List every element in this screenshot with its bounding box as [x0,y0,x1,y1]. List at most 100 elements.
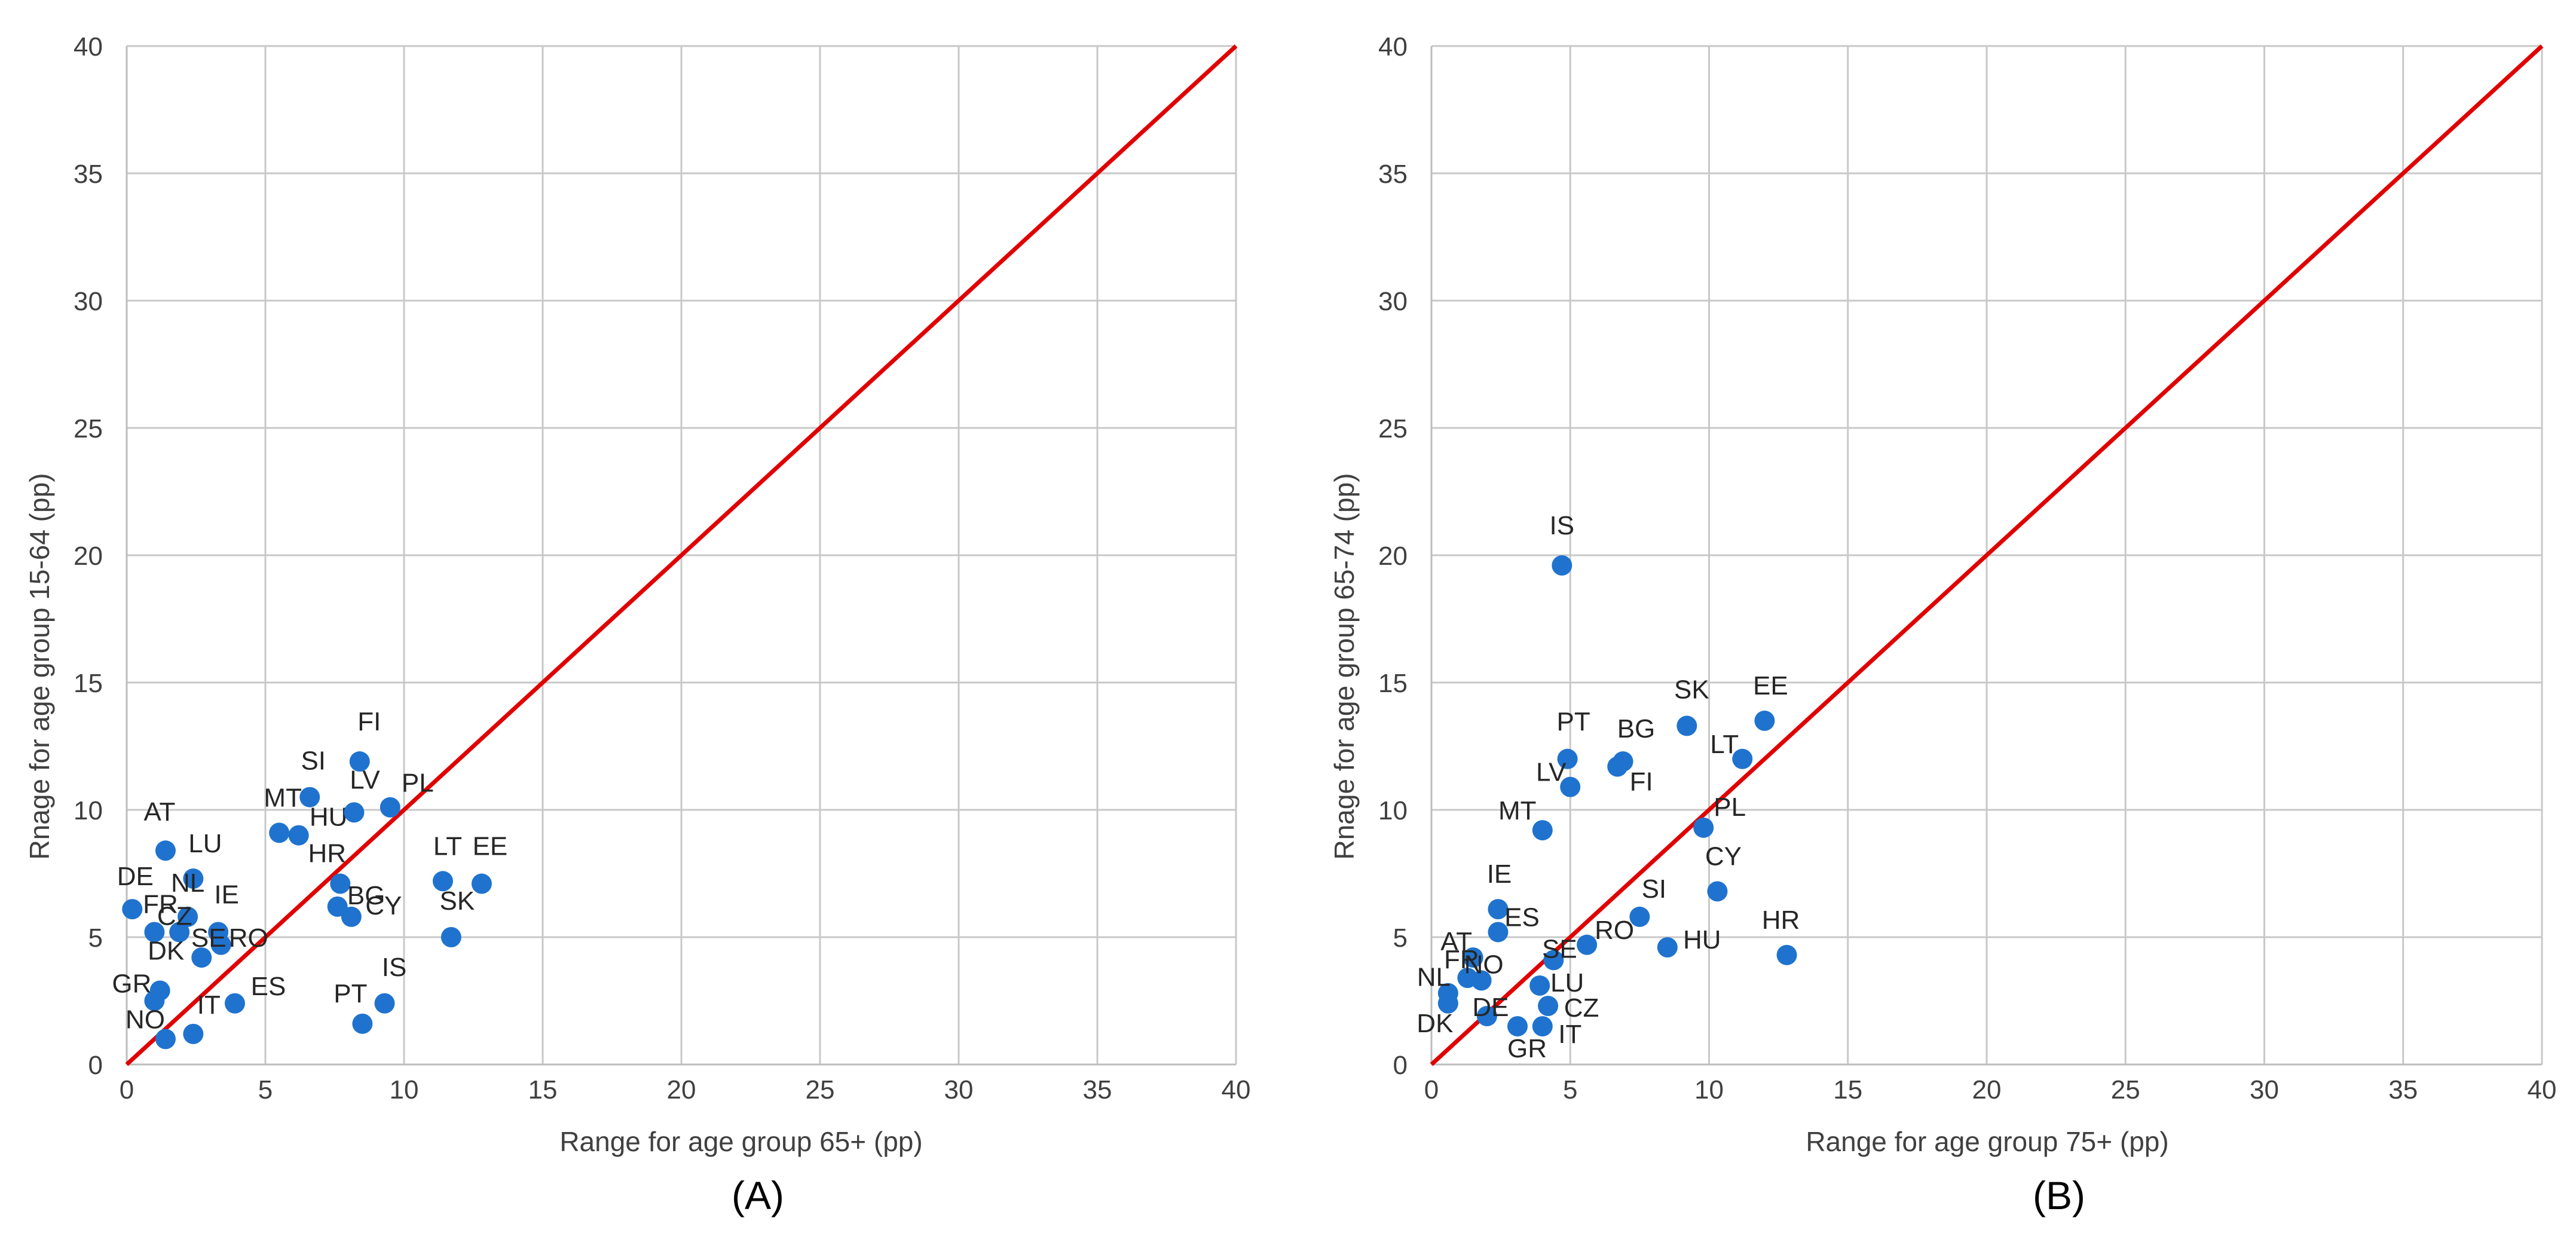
x-axis-title-b: Range for age group 75+ (pp) [1806,1126,2168,1157]
y-tick-label: 0 [88,1051,103,1080]
point-label-gr: GR [112,969,151,999]
x-tick-label: 15 [1833,1075,1862,1105]
data-point-ee [1754,710,1775,731]
data-point-cz [169,922,190,943]
point-label-cy: CY [365,891,402,920]
y-tick-label: 40 [1378,32,1408,62]
data-point-it [183,1023,204,1044]
y-tick-label: 15 [1378,669,1408,698]
x-tick-label: 15 [528,1075,558,1105]
point-label-se: SE [191,923,227,953]
point-label-at: AT [143,797,175,827]
data-point-dk [1437,993,1458,1014]
x-tick-label: 35 [1083,1075,1112,1105]
point-label-mt: MT [264,783,302,812]
point-label-si: SI [1642,874,1667,904]
point-label-at: AT [1440,927,1472,956]
data-point-fi [1607,756,1628,777]
point-label-hr: HR [308,839,346,868]
data-point-is [1552,555,1572,576]
point-label-fi: FI [357,707,381,736]
y-tick-label: 5 [1393,923,1408,953]
point-label-it: IT [1558,1020,1581,1049]
point-label-lt: LT [433,831,462,861]
y-tick-label: 10 [1378,796,1408,825]
x-axis-title-a: Range for age group 65+ (pp) [559,1126,922,1157]
x-tick-label: 0 [120,1075,134,1105]
point-label-no: NO [126,1005,165,1034]
point-label-pl: PL [1714,793,1746,822]
x-tick-label: 10 [1694,1075,1724,1105]
x-tick-label: 20 [1972,1075,2002,1105]
data-point-pt [1557,748,1578,769]
data-point-gr [1507,1016,1528,1037]
y-tick-label: 15 [74,669,103,698]
x-tick-label: 25 [2111,1075,2140,1105]
point-label-es: ES [251,972,286,1001]
data-point-hr [330,873,351,894]
reference-line-y-equals-x [125,44,1238,1066]
point-label-lu: LU [188,829,222,858]
data-point-hu [1657,937,1678,958]
x-tick-label: 20 [667,1075,696,1105]
y-tick-label: 25 [74,414,103,443]
y-tick-label: 25 [1378,414,1408,443]
y-tick-label: 10 [74,796,103,825]
data-point-hr [1776,944,1797,965]
point-label-it: IT [197,990,221,1020]
x-tick-label: 40 [1222,1075,1251,1105]
data-point-es [1488,922,1509,943]
data-point-se [191,947,212,968]
data-point-lv [344,802,365,823]
x-tick-label: 35 [2388,1075,2418,1105]
data-point-cy [341,906,362,927]
y-axis-title-b: Rnage for age group 65-74 (pp) [1329,473,1360,860]
point-label-ee: EE [1753,671,1788,700]
x-tick-label: 25 [806,1075,835,1105]
point-label-hr: HR [1762,905,1800,935]
data-point-no [155,1029,176,1050]
point-label-lt: LT [1710,730,1739,759]
data-point-lv [1560,776,1581,797]
reference-line-y-equals-x [1430,44,2544,1066]
point-label-ro: RO [1595,916,1634,945]
x-tick-label: 40 [2528,1075,2557,1105]
data-point-de [1476,1006,1497,1027]
data-point-fi [349,751,370,772]
panel-b: Rnage for age group 65-74 (pp) Range for… [1329,32,2556,1217]
y-tick-label: 5 [88,923,103,953]
data-point-is [374,993,395,1014]
data-point-bg [327,896,348,917]
data-point-hu [288,825,309,846]
point-label-dk: DK [1417,1009,1453,1038]
point-label-no: NO [1464,950,1504,979]
point-label-bg: BG [347,881,386,910]
data-point-ee [471,873,492,894]
point-label-nl: NL [171,868,204,898]
point-label-fi: FI [1630,767,1653,797]
data-point-pl [380,797,400,818]
data-point-lu [183,868,204,889]
x-tick-label: 5 [258,1075,273,1105]
data-point-no [1471,970,1492,991]
point-label-de: DE [1472,993,1509,1022]
point-label-gr: GR [1507,1034,1547,1063]
x-tick-label: 30 [944,1075,974,1105]
point-label-sk: SK [1674,675,1709,704]
point-label-fr: FR [1444,945,1479,974]
y-tick-label: 35 [74,160,103,189]
data-point-sk [440,927,461,947]
data-point-mt [269,822,290,843]
point-label-es: ES [1504,903,1540,932]
point-label-pl: PL [402,769,434,798]
point-label-mt: MT [1498,796,1537,825]
y-tick-label: 20 [74,542,103,571]
x-tick-label: 5 [1563,1075,1577,1105]
point-label-nl: NL [1417,963,1451,992]
panel-title-a: (A) [732,1173,784,1217]
point-label-lv: LV [350,765,380,794]
data-point-mt [1532,820,1553,841]
point-label-ro: RO [229,923,268,953]
data-point-lt [432,871,453,892]
data-point-at [1463,947,1483,968]
